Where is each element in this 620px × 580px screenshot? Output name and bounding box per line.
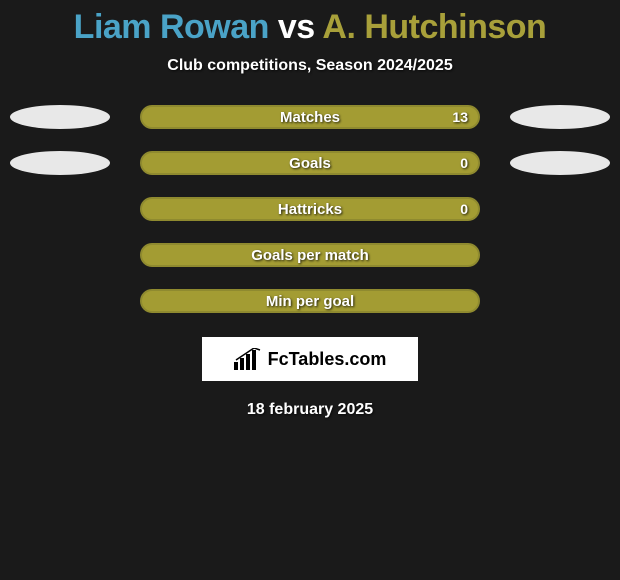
player2-marker: [510, 105, 610, 129]
player2-marker: [510, 151, 610, 175]
subtitle: Club competitions, Season 2024/2025: [167, 57, 452, 75]
stats-area: Matches 13 Goals 0 Hattricks 0 Goals per match…: [0, 105, 620, 313]
stat-label: Goals per match: [251, 247, 369, 264]
player1-marker: [10, 105, 110, 129]
stat-label: Goals: [289, 155, 331, 172]
stat-row: Goals 0: [0, 151, 620, 175]
stat-label: Min per goal: [266, 293, 354, 310]
stat-bar: Goals 0: [140, 151, 480, 175]
chart-bars-icon: [234, 348, 262, 370]
player1-marker: [10, 151, 110, 175]
stat-bar: Matches 13: [140, 105, 480, 129]
stat-bar: Min per goal: [140, 289, 480, 313]
logo-box: FcTables.com: [202, 337, 418, 381]
player1-name: Liam Rowan: [74, 8, 269, 46]
stat-bar: Goals per match: [140, 243, 480, 267]
date-label: 18 february 2025: [247, 401, 373, 419]
stat-row: Goals per match: [0, 243, 620, 267]
stat-bar: Hattricks 0: [140, 197, 480, 221]
player2-name: A. Hutchinson: [322, 8, 546, 46]
stat-row: Hattricks 0: [0, 197, 620, 221]
stat-label: Hattricks: [278, 201, 342, 218]
comparison-infographic: Liam Rowan vs A. Hutchinson Club competi…: [0, 0, 620, 419]
stat-label: Matches: [280, 109, 340, 126]
stat-value-right: 0: [460, 201, 468, 217]
stat-row: Min per goal: [0, 289, 620, 313]
stat-value-right: 13: [452, 109, 468, 125]
stat-value-right: 0: [460, 155, 468, 171]
page-title: Liam Rowan vs A. Hutchinson: [74, 8, 547, 47]
logo-text: FcTables.com: [268, 349, 387, 370]
vs-separator: vs: [278, 8, 315, 46]
stat-row: Matches 13: [0, 105, 620, 129]
